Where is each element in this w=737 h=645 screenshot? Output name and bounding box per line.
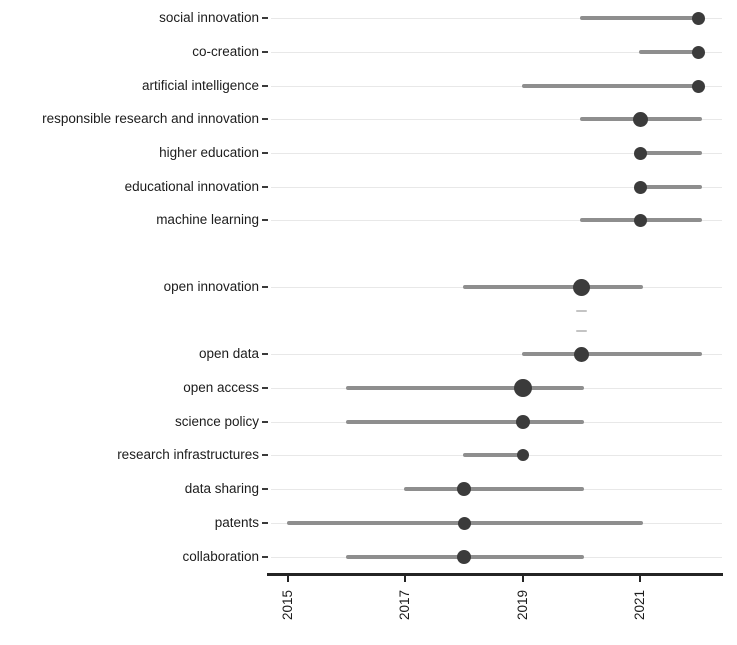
y-axis-tick — [262, 17, 268, 19]
x-axis-tick-label: 2021 — [632, 589, 647, 621]
range-line — [639, 50, 702, 54]
y-axis-tick — [262, 286, 268, 288]
y-axis-tick — [262, 186, 268, 188]
y-axis-tick — [262, 118, 268, 120]
x-axis-tick-label: 2019 — [514, 589, 530, 621]
range-line — [404, 487, 585, 491]
row-gridline — [271, 220, 722, 221]
range-line — [463, 285, 643, 289]
row-gridline — [271, 153, 722, 154]
ellipsis-mark — [575, 310, 587, 312]
category-label: collaboration — [182, 549, 259, 564]
dot-marker — [633, 146, 647, 160]
category-label: open data — [198, 346, 259, 361]
dot-marker — [457, 482, 471, 496]
dot-marker — [692, 45, 706, 59]
dot-marker — [633, 213, 647, 227]
dot-marker — [515, 415, 530, 429]
dot-marker — [692, 11, 706, 25]
row-gridline — [271, 52, 722, 53]
y-axis-tick — [262, 85, 268, 87]
category-label: educational innovation — [124, 179, 259, 194]
x-axis-tick — [404, 576, 407, 582]
row-gridline — [271, 354, 722, 355]
category-label: research infrastructures — [117, 447, 259, 462]
dot-marker — [513, 379, 532, 397]
category-label: responsible research and innovation — [42, 111, 259, 126]
range-line — [463, 453, 526, 457]
dot-marker — [633, 180, 647, 194]
dot-marker — [572, 278, 590, 296]
range-line — [521, 84, 702, 88]
row-gridline — [271, 119, 722, 120]
x-axis-tick — [521, 576, 524, 582]
row-gridline — [271, 18, 722, 19]
range-line — [639, 151, 702, 155]
dot-marker — [632, 111, 648, 127]
category-label: social innovation — [159, 10, 259, 25]
y-axis-tick — [262, 556, 268, 558]
ellipsis-mark — [575, 330, 587, 332]
y-axis-tick — [262, 353, 268, 355]
y-axis-tick — [262, 387, 268, 389]
category-label: patents — [214, 515, 259, 530]
category-label: machine learning — [156, 212, 259, 227]
range-line — [345, 386, 585, 390]
x-axis-tick — [287, 576, 289, 582]
y-axis-tick — [262, 488, 268, 490]
dot-marker — [573, 346, 589, 362]
y-axis-tick — [262, 219, 268, 221]
row-gridline — [271, 86, 722, 87]
range-line — [580, 16, 702, 20]
category-label: data sharing — [184, 481, 259, 496]
y-axis-tick — [262, 51, 268, 53]
dot-marker — [692, 79, 706, 93]
range-line — [639, 185, 702, 189]
range-line — [345, 420, 585, 424]
category-label: science policy — [174, 414, 259, 429]
x-axis-tick-label: 2015 — [280, 589, 295, 621]
y-axis-tick — [262, 421, 268, 423]
category-label: higher education — [159, 145, 259, 160]
x-axis-tick — [639, 576, 641, 582]
category-label: open innovation — [163, 279, 259, 294]
x-axis-tick-label: 2017 — [397, 589, 413, 621]
y-axis-tick — [262, 522, 268, 524]
x-axis-line — [267, 573, 723, 576]
dot-marker — [457, 516, 471, 530]
category-label: co-creation — [192, 44, 259, 59]
y-axis-tick — [262, 454, 268, 456]
y-axis-tick — [262, 152, 268, 154]
category-label: open access — [183, 380, 259, 395]
range-line — [521, 352, 702, 356]
dot-marker — [457, 550, 471, 564]
row-gridline — [271, 187, 722, 188]
dot-marker — [516, 449, 529, 461]
category-label: artificial intelligence — [141, 78, 259, 93]
